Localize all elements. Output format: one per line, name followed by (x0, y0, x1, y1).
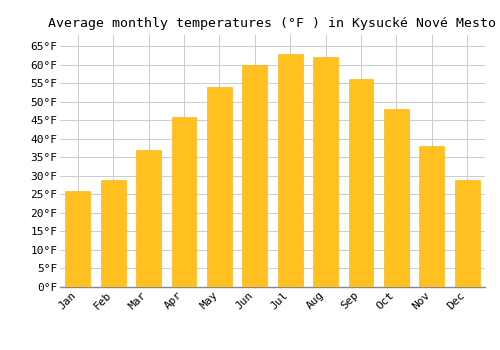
Bar (278, 54, 302, 287)
Bar (455, 180, 479, 287)
Title: Average monthly temperatures (°F ) in Kysucké Nové Mesto: Average monthly temperatures (°F ) in Ky… (48, 17, 496, 30)
Bar (313, 57, 338, 287)
Bar (66, 191, 90, 287)
Bar (242, 65, 267, 287)
Bar (348, 79, 374, 287)
Bar (420, 146, 444, 287)
Bar (100, 180, 126, 287)
Bar (384, 109, 409, 287)
Bar (172, 117, 196, 287)
Bar (207, 87, 232, 287)
Bar (136, 150, 161, 287)
